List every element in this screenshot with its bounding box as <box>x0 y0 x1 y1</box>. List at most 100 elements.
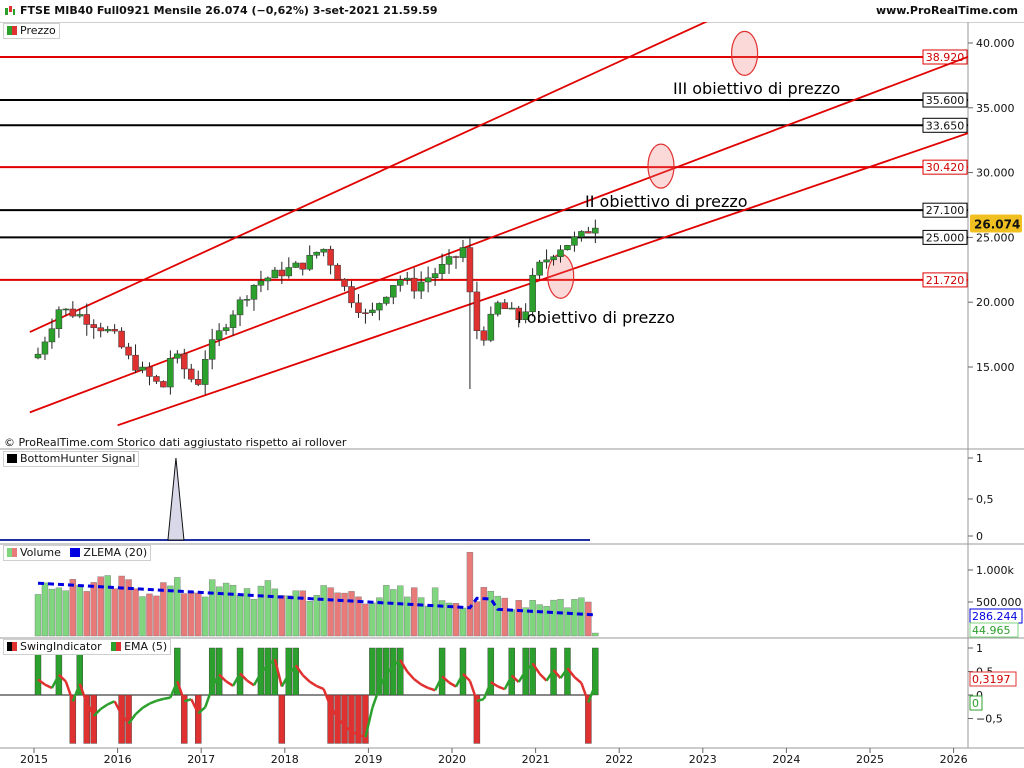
candle-body[interactable] <box>222 327 230 331</box>
volume-bar[interactable] <box>292 590 299 637</box>
swing-bar[interactable] <box>473 694 481 744</box>
volume-bar[interactable] <box>250 598 258 637</box>
candle-body[interactable] <box>508 307 515 310</box>
candle-body[interactable] <box>445 256 453 265</box>
volume-bar[interactable] <box>327 587 334 637</box>
swing-bar[interactable] <box>508 647 515 696</box>
candle-body[interactable] <box>188 368 195 380</box>
volume-bar[interactable] <box>424 605 432 637</box>
volume-bar[interactable] <box>397 585 404 637</box>
volume-bar[interactable] <box>466 551 474 637</box>
volume-bar[interactable] <box>195 592 202 637</box>
volume-bar[interactable] <box>355 596 362 637</box>
volume-bar[interactable] <box>571 599 578 637</box>
volume-bar[interactable] <box>550 599 557 637</box>
candle-body[interactable] <box>118 330 125 348</box>
volume-bar[interactable] <box>55 587 63 637</box>
candle-body[interactable] <box>160 381 167 388</box>
swing-bar[interactable] <box>592 647 599 696</box>
volume-bar[interactable] <box>160 582 167 637</box>
swing-bar[interactable] <box>195 694 202 744</box>
candle-body[interactable] <box>97 327 104 332</box>
candle-body[interactable] <box>578 231 585 238</box>
candle-body[interactable] <box>452 256 460 258</box>
candle-body[interactable] <box>355 302 362 313</box>
candle-body[interactable] <box>403 277 411 281</box>
swing-bar[interactable] <box>327 694 334 744</box>
legend-volume[interactable]: Volume ZLEMA (20) <box>3 545 152 561</box>
volume-bar[interactable] <box>236 595 244 637</box>
volume-bar[interactable] <box>229 584 237 637</box>
candle-body[interactable] <box>592 227 599 234</box>
candle-body[interactable] <box>327 248 334 266</box>
volume-bar[interactable] <box>452 603 460 637</box>
volume-bar[interactable] <box>62 590 70 637</box>
candle-body[interactable] <box>320 248 327 253</box>
volume-bar[interactable] <box>313 595 320 637</box>
channel-line-1[interactable] <box>29 4 745 333</box>
volume-bar[interactable] <box>285 595 292 637</box>
candle-body[interactable] <box>515 307 522 320</box>
volume-bar[interactable] <box>369 602 376 637</box>
volume-bar[interactable] <box>557 599 564 637</box>
candle-body[interactable] <box>76 314 84 317</box>
candle-body[interactable] <box>383 296 390 304</box>
volume-bar[interactable] <box>334 592 341 637</box>
candle-body[interactable] <box>543 259 550 263</box>
candle-body[interactable] <box>174 353 181 359</box>
volume-bar[interactable] <box>536 604 543 637</box>
volume-bar[interactable] <box>390 589 397 637</box>
candle-body[interactable] <box>536 261 543 276</box>
candle-body[interactable] <box>271 269 279 279</box>
swing-bar[interactable] <box>55 647 63 696</box>
candle-body[interactable] <box>369 309 376 314</box>
volume-bar[interactable] <box>543 606 550 637</box>
target-marker-II[interactable] <box>647 143 675 189</box>
volume-bar[interactable] <box>417 597 425 637</box>
volume-bar[interactable] <box>341 592 348 637</box>
candle-body[interactable] <box>410 277 418 292</box>
swing-bar[interactable] <box>34 647 42 696</box>
candle-body[interactable] <box>48 328 56 343</box>
volume-bar[interactable] <box>278 595 286 637</box>
volume-bar[interactable] <box>215 586 223 637</box>
swing-bar[interactable] <box>438 647 446 696</box>
candle-body[interactable] <box>132 354 139 371</box>
candle-body[interactable] <box>292 262 300 268</box>
volume-bar[interactable] <box>473 601 481 637</box>
volume-bar[interactable] <box>34 594 42 637</box>
candle-body[interactable] <box>257 280 265 286</box>
volume-bar[interactable] <box>69 579 77 637</box>
volume-bar[interactable] <box>271 588 279 637</box>
volume-bar[interactable] <box>222 582 230 637</box>
volume-bar[interactable] <box>445 602 453 637</box>
candle-body[interactable] <box>41 341 49 355</box>
volume-bar[interactable] <box>383 585 390 637</box>
volume-bar[interactable] <box>181 593 188 637</box>
swing-bar[interactable] <box>208 647 216 696</box>
brand-link[interactable]: www.ProRealTime.com <box>875 4 1018 17</box>
volume-bar[interactable] <box>376 597 383 637</box>
candle-body[interactable] <box>480 330 488 341</box>
legend-swing[interactable]: SwingIndicator EMA (5) <box>3 639 172 655</box>
volume-bar[interactable] <box>522 607 529 637</box>
bottomhunter-spike[interactable] <box>167 457 185 541</box>
candle-body[interactable] <box>557 249 564 257</box>
candle-body[interactable] <box>264 277 272 282</box>
volume-bar[interactable] <box>257 585 265 637</box>
candle-body[interactable] <box>571 236 578 246</box>
candle-body[interactable] <box>397 279 404 286</box>
candle-body[interactable] <box>431 273 439 279</box>
volume-bar[interactable] <box>487 591 495 637</box>
candle-body[interactable] <box>299 262 306 270</box>
volume-bar[interactable] <box>132 588 139 637</box>
swing-bar[interactable] <box>69 694 77 744</box>
candle-body[interactable] <box>278 269 286 277</box>
volume-bar[interactable] <box>97 576 104 637</box>
volume-bar[interactable] <box>306 601 313 637</box>
volume-bar[interactable] <box>41 582 49 637</box>
candle-body[interactable] <box>341 278 348 287</box>
swing-bar[interactable] <box>487 647 495 696</box>
candle-body[interactable] <box>473 291 481 331</box>
